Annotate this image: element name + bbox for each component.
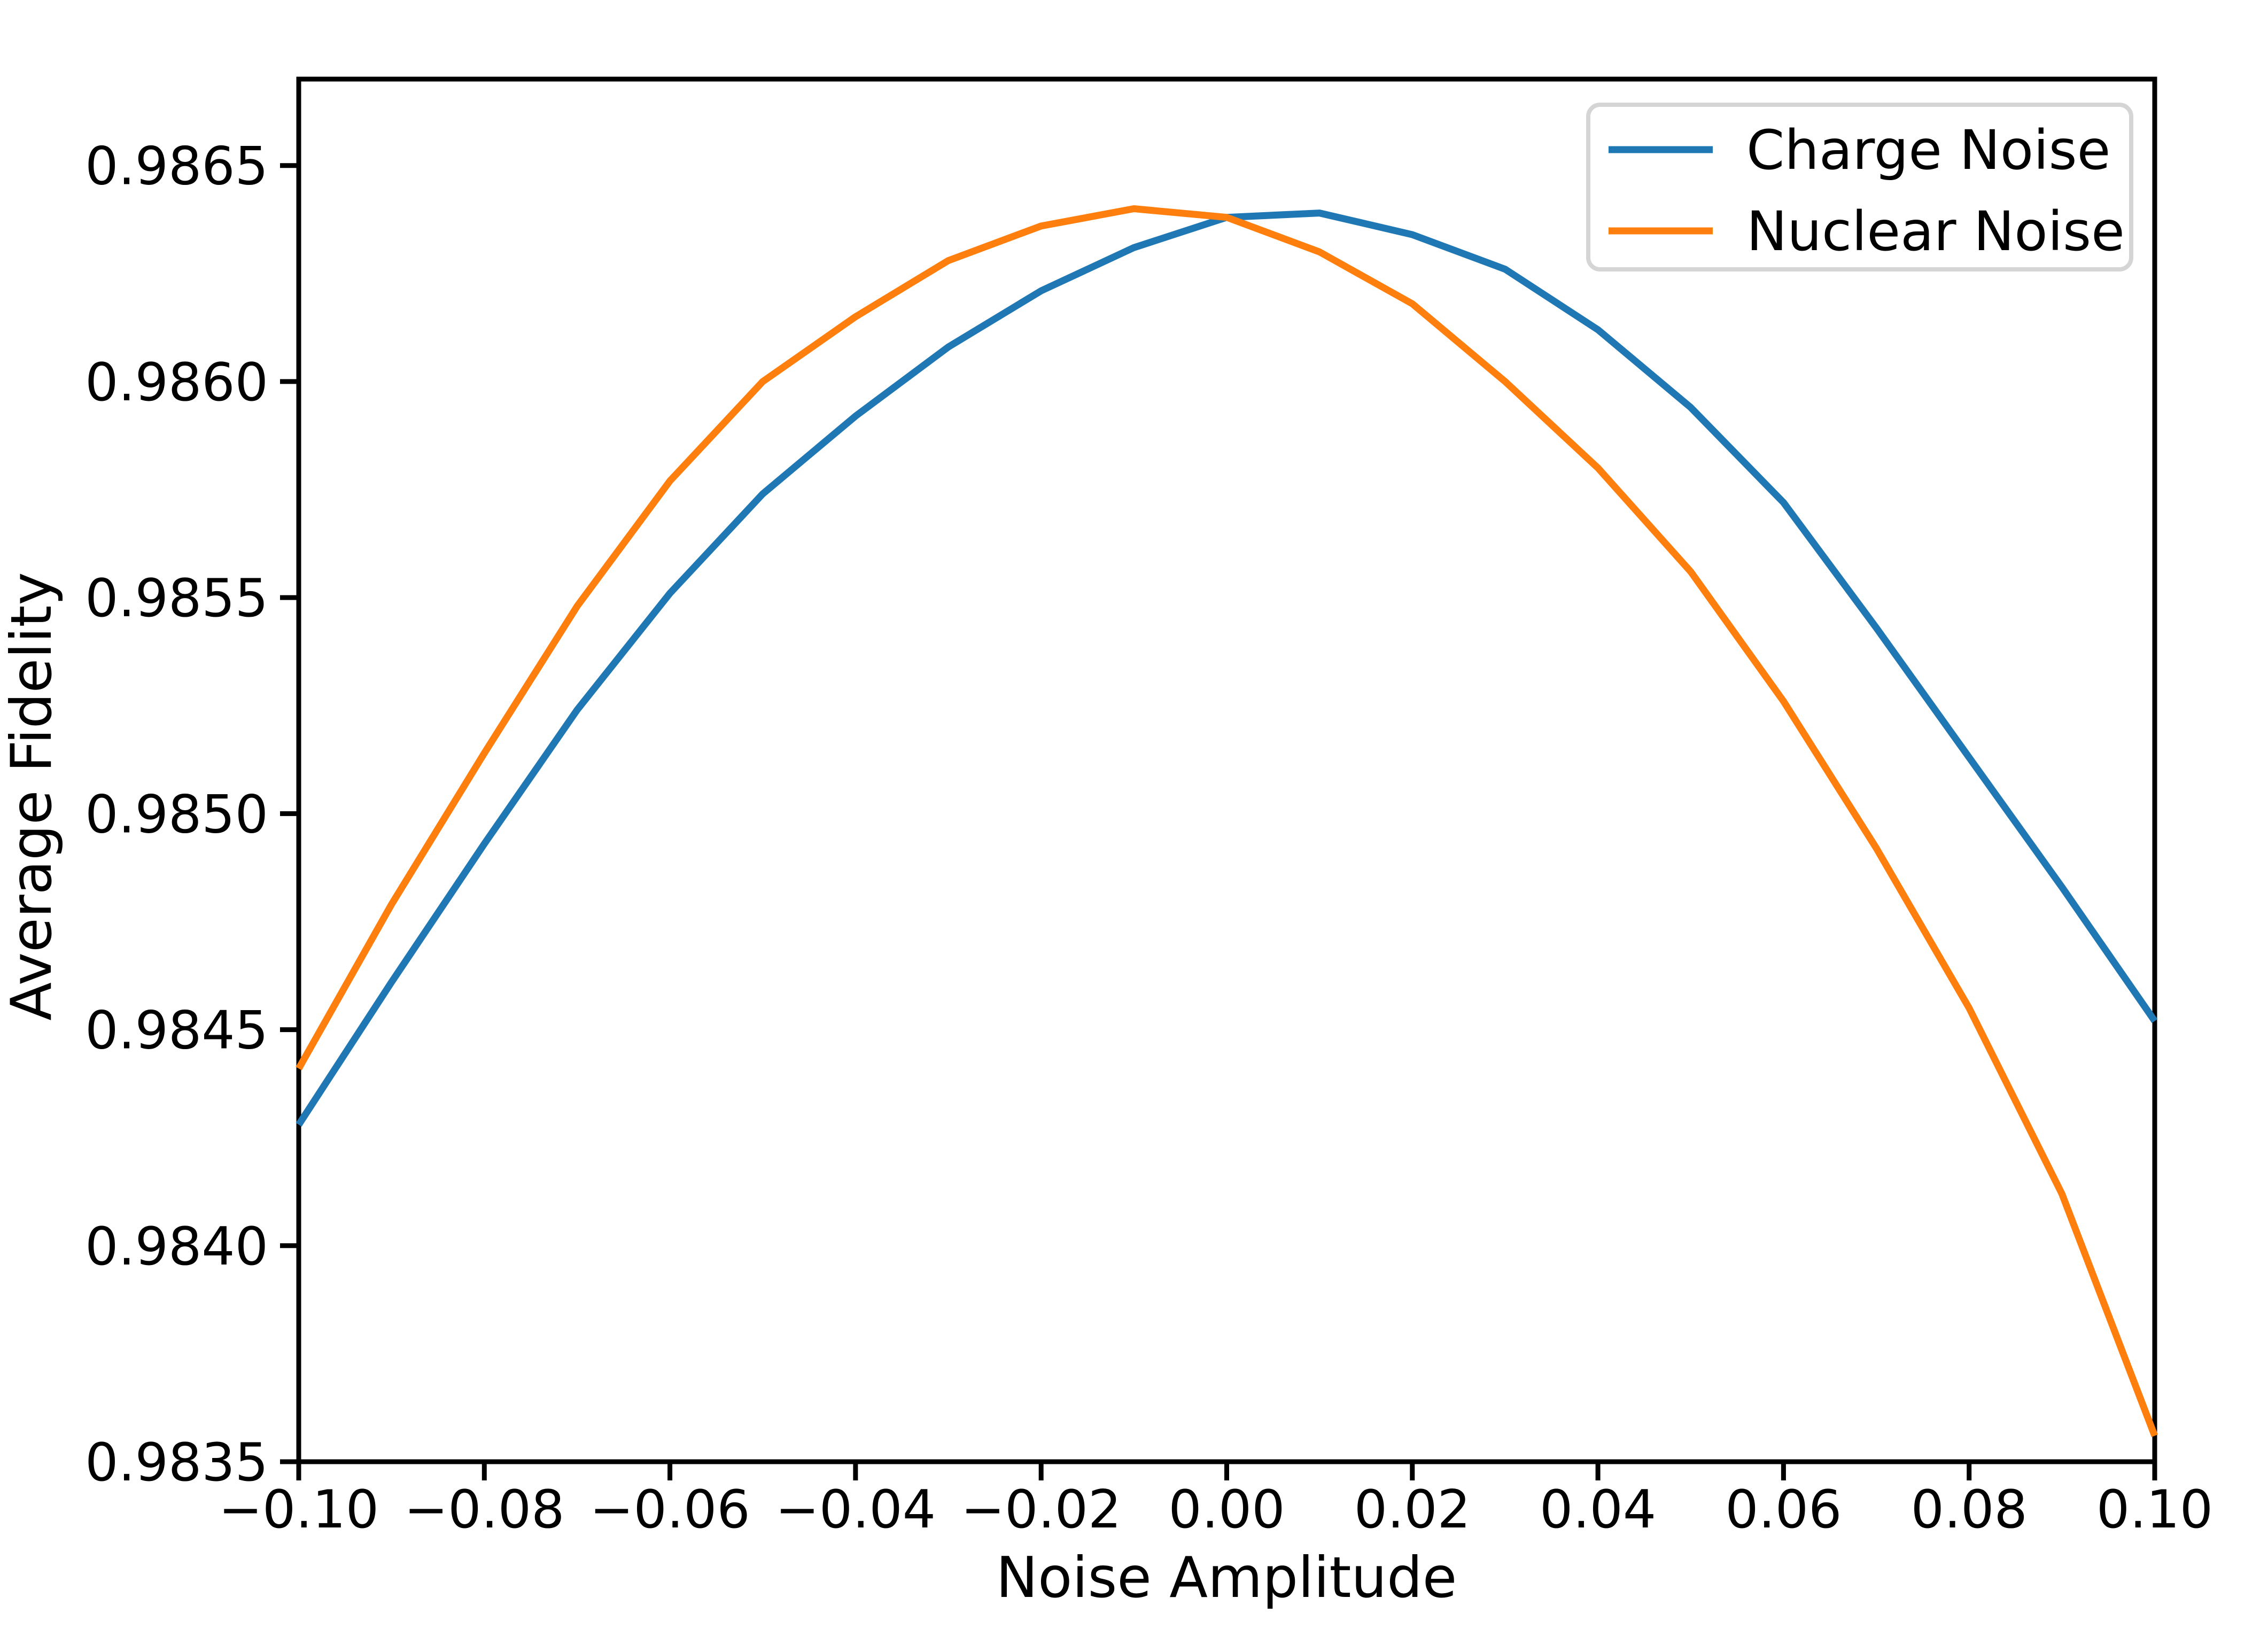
x-tick-label: 0.00 <box>1168 1479 1285 1540</box>
x-axis-ticks: −0.10 −0.08 −0.06 −0.04 −0.02 0.00 0.02 0.04 0.0… <box>219 1462 2213 1540</box>
x-tick-label: 0.06 <box>1725 1479 1842 1540</box>
charge-noise-line <box>296 210 2158 1127</box>
x-tick-label: −0.08 <box>404 1479 564 1540</box>
y-tick-label: 0.9855 <box>85 568 268 629</box>
y-tick-label: 0.9835 <box>85 1432 268 1493</box>
x-tick-label: 0.08 <box>1911 1479 2028 1540</box>
x-tick-label: 0.10 <box>2096 1479 2213 1540</box>
legend-box <box>1586 103 2133 272</box>
nuclear-noise-line <box>296 205 2158 1437</box>
legend-label-charge-noise: Charge Noise <box>1746 119 2110 182</box>
legend-label-nuclear-noise: Nuclear Noise <box>1746 200 2125 263</box>
x-tick-label: −0.10 <box>219 1479 379 1540</box>
legend: Charge Noise Nuclear Noise <box>1586 103 2133 272</box>
series-group <box>296 205 2158 1437</box>
y-axis-ticks: 0.9835 0.9840 0.9845 0.9850 0.9855 0.9860 0.98… <box>85 136 299 1493</box>
x-axis-label: Noise Amplitude <box>996 1545 1457 1610</box>
x-tick-label: −0.06 <box>589 1479 750 1540</box>
y-tick-label: 0.9860 <box>85 352 268 413</box>
x-tick-label: −0.02 <box>961 1479 1121 1540</box>
y-tick-label: 0.9865 <box>85 136 268 197</box>
x-tick-label: 0.04 <box>1540 1479 1656 1540</box>
y-tick-label: 0.9840 <box>85 1216 268 1277</box>
y-tick-label: 0.9850 <box>85 784 268 845</box>
plot-area <box>296 76 2157 1464</box>
y-tick-label: 0.9845 <box>85 1000 268 1061</box>
x-tick-label: 0.02 <box>1354 1479 1471 1540</box>
y-axis-label: Average Fidelity <box>0 572 64 1020</box>
x-tick-label: −0.04 <box>775 1479 936 1540</box>
